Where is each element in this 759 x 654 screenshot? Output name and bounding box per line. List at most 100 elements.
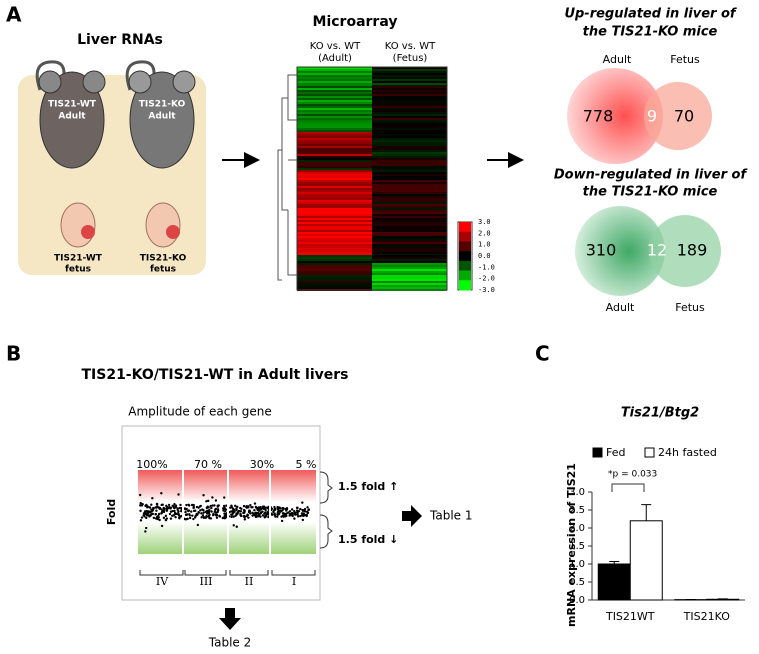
dot <box>216 510 219 514</box>
dot <box>235 525 238 528</box>
heatmap-cell <box>297 73 372 75</box>
dot <box>139 519 143 522</box>
heatmap-cell <box>297 230 372 232</box>
heatmap-cell <box>297 83 372 85</box>
heatmap-cell <box>372 242 447 244</box>
dot <box>288 514 291 517</box>
dot <box>192 517 195 521</box>
heatmap-cell <box>372 106 447 108</box>
dot <box>202 494 205 497</box>
heatmap-cell <box>372 144 447 146</box>
heatmap-cell <box>297 202 372 204</box>
dot <box>174 512 177 516</box>
dot <box>277 509 280 513</box>
dot <box>253 502 257 505</box>
x-tick-label: TIS21WT <box>605 610 655 623</box>
dot <box>214 499 218 502</box>
heatmap-cell <box>297 108 372 110</box>
heatmap-cell <box>297 96 372 98</box>
dot <box>144 530 147 533</box>
column-label: (Fetus) <box>393 53 428 64</box>
heatmap-cell <box>372 104 447 106</box>
heatmap-cell <box>297 168 372 170</box>
dot <box>234 514 237 518</box>
scale-swatch <box>459 231 471 242</box>
heatmap-cell <box>297 79 372 81</box>
heatmap-cell <box>297 210 372 212</box>
dot <box>178 506 182 510</box>
dot <box>194 509 197 512</box>
dot <box>157 512 161 516</box>
dot <box>306 506 309 509</box>
heatmap-cell <box>297 271 372 273</box>
heatmap-cell <box>372 81 447 83</box>
heatmap-cell <box>297 248 372 250</box>
venn-count: 310 <box>586 241 617 260</box>
dot <box>208 513 211 516</box>
dot <box>267 515 270 519</box>
heatmap-cell <box>297 140 372 142</box>
dot <box>198 505 202 508</box>
heatmap-cell <box>372 244 447 246</box>
dot <box>273 507 277 510</box>
heatmap-cell <box>372 263 447 265</box>
dot <box>165 507 168 510</box>
dot <box>232 515 235 518</box>
dot <box>237 511 240 514</box>
heatmap-cell <box>372 140 447 142</box>
dot <box>168 512 172 516</box>
dot <box>143 515 146 518</box>
dot <box>213 508 217 512</box>
dot <box>306 511 310 515</box>
dot <box>261 510 264 513</box>
dot <box>257 512 260 515</box>
heatmap-cell <box>372 136 447 138</box>
heatmap-cell <box>372 257 447 259</box>
heatmap-cell <box>372 150 447 152</box>
dot <box>179 503 182 507</box>
heatmap-cell <box>297 132 372 134</box>
heatmap-cell <box>297 148 372 150</box>
heatmap-cell <box>297 188 372 190</box>
heatmap-cell <box>372 116 447 118</box>
heatmap-cell <box>372 255 447 257</box>
heatmap-cell <box>297 184 372 186</box>
dot <box>150 510 153 513</box>
dot <box>230 504 233 507</box>
heatmap-cell <box>297 198 372 200</box>
dot <box>250 506 253 509</box>
dot <box>299 514 302 518</box>
group: III <box>199 575 212 588</box>
heatmap-cell <box>297 81 372 83</box>
heatmap-cell <box>297 287 372 289</box>
dot <box>162 516 166 520</box>
heatmap-cell <box>297 176 372 178</box>
dot <box>263 506 266 510</box>
venn-label: Adult <box>606 301 635 314</box>
heatmap-cell <box>372 250 447 252</box>
fetus-label: fetus <box>65 265 91 275</box>
dot <box>163 509 166 512</box>
heatmap-cell <box>372 142 447 144</box>
dot <box>259 507 263 511</box>
dot <box>293 517 296 520</box>
y-tick-label: 1.0 <box>569 559 585 570</box>
heatmap-cell <box>297 174 372 176</box>
heatmap-cell <box>297 228 372 230</box>
dot <box>239 512 242 516</box>
y-tick-label: 0.0 <box>569 595 585 606</box>
y-label: mRNA expression of TIS21 <box>565 463 578 627</box>
heatmap-cell <box>297 204 372 206</box>
heatmap-cell <box>297 220 372 222</box>
scale-label: 0.0 <box>478 252 491 260</box>
dot <box>191 514 194 517</box>
heatmap-cell <box>372 184 447 186</box>
dot <box>251 514 254 517</box>
heatmap-cell <box>372 180 447 182</box>
heatmap-cell <box>372 128 447 130</box>
heatmap-cell <box>297 277 372 279</box>
mouse-label: Adult <box>58 112 86 122</box>
heatmap-cell <box>372 88 447 90</box>
heatmap-cell <box>372 234 447 236</box>
dot <box>240 507 243 510</box>
